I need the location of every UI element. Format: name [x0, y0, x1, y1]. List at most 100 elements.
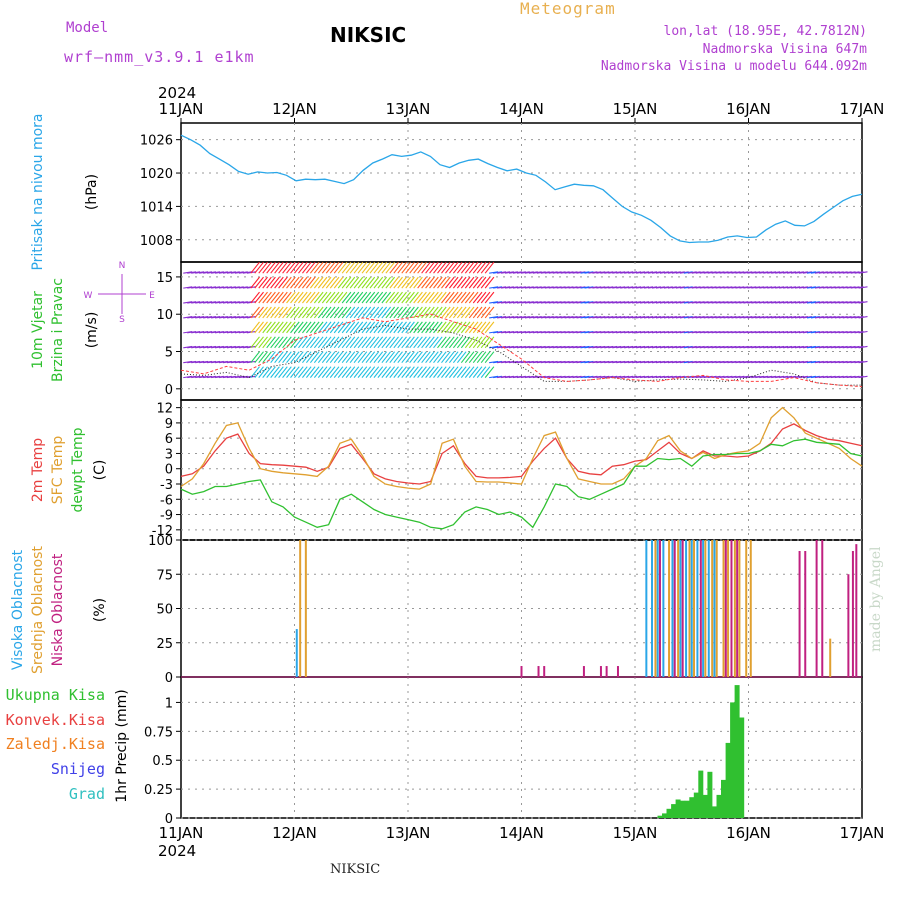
wind-barb — [397, 351, 407, 364]
wind-barb — [540, 330, 550, 334]
wind-barb — [385, 351, 396, 364]
date-label-bottom: 12JAN — [272, 824, 317, 842]
wind-barb — [437, 366, 447, 378]
wind-barb — [695, 330, 705, 334]
wind-barb — [329, 366, 340, 378]
wind-barb — [393, 261, 403, 274]
wind-barb — [536, 271, 546, 274]
wind-barb — [858, 316, 868, 319]
wind-barb — [600, 345, 610, 349]
wind-barb — [456, 321, 467, 334]
wind-barb — [580, 345, 590, 349]
wind-barb — [548, 271, 558, 274]
wind-barb — [806, 330, 816, 334]
wind-barb — [743, 375, 753, 379]
wind-barb — [270, 351, 280, 364]
wind-barb — [480, 366, 491, 378]
wind-barb — [616, 301, 626, 304]
wind-barb — [806, 375, 816, 379]
wind-barb — [365, 291, 376, 304]
wind-barb — [798, 375, 808, 379]
wind-barb — [810, 345, 820, 349]
wind-barb — [321, 306, 332, 319]
precip-bar — [680, 800, 686, 818]
wind-barb — [556, 330, 566, 334]
wind-barb — [298, 291, 308, 304]
wind-barb — [524, 375, 534, 379]
wind-barb — [290, 306, 300, 319]
wind-barb — [767, 271, 777, 274]
wind-barb — [448, 366, 459, 378]
wind-barb — [671, 330, 681, 334]
wind-barb — [616, 345, 626, 349]
wind-speed-line — [180, 324, 862, 386]
wind-barb — [703, 316, 713, 319]
wind-barb — [377, 321, 388, 334]
wind-barb — [822, 271, 832, 274]
wind-barb — [787, 316, 797, 319]
wind-barb — [302, 366, 312, 378]
wind-barb — [814, 301, 824, 304]
wind-barb — [195, 375, 205, 379]
wind-barb — [604, 330, 614, 334]
wind-barb — [767, 301, 777, 304]
wind-barb — [207, 286, 217, 289]
wind-barb — [472, 366, 483, 378]
wind-barb — [540, 360, 550, 364]
wind-barb — [568, 345, 578, 349]
wind-barb — [596, 286, 606, 289]
wind-barb — [286, 321, 296, 334]
wind-barb — [187, 286, 197, 289]
wind-barb — [783, 345, 793, 349]
wind-barb — [540, 286, 550, 289]
wind-barb — [794, 301, 804, 304]
wind-barb — [810, 271, 820, 274]
wind-barb — [755, 271, 765, 274]
wind-barb — [421, 351, 431, 364]
wind-barb — [210, 316, 221, 319]
wind-barb — [675, 375, 685, 379]
wind-barb — [191, 330, 201, 334]
wind-barb — [456, 291, 467, 304]
wind-barb — [294, 306, 304, 319]
wind-barb — [854, 301, 864, 304]
wind-barb — [747, 286, 757, 289]
year-label-bottom: 2024 — [158, 842, 196, 860]
wind-barb — [195, 316, 205, 319]
wind-barb — [349, 336, 360, 349]
wind-barb — [329, 351, 340, 364]
wind-barb — [552, 286, 562, 289]
wind-barb — [632, 360, 642, 364]
date-label-bottom: 13JAN — [386, 824, 431, 842]
wind-barb — [632, 301, 642, 304]
wind-barb — [429, 276, 439, 289]
wind-barb — [588, 375, 598, 379]
wind-barb — [592, 286, 602, 289]
wind-barb — [524, 271, 534, 274]
cloud-unit: (%) — [92, 598, 108, 622]
wind-barb — [207, 345, 217, 349]
date-label-bottom: 15JAN — [613, 824, 658, 842]
wind-barb — [468, 336, 479, 349]
y-tick-label: 1008 — [140, 234, 173, 249]
wind-barb — [183, 360, 193, 364]
wind-barb — [298, 351, 308, 364]
wind-barb — [552, 345, 562, 349]
wind-barb — [353, 336, 364, 349]
wind-barb — [576, 330, 586, 334]
wind-barb — [830, 330, 840, 334]
wind-barb — [628, 271, 638, 274]
wind-barb — [512, 301, 522, 304]
wind-barb — [207, 271, 217, 274]
wind-barb — [353, 276, 364, 289]
wind-barb — [655, 316, 665, 319]
wind-barb — [500, 345, 511, 349]
wind-barb — [628, 330, 638, 334]
wind-barb — [651, 316, 661, 319]
wind-barb — [218, 345, 228, 349]
wind-barb — [858, 375, 868, 379]
wind-barb — [596, 375, 606, 379]
wind-barb — [409, 261, 419, 274]
wind-barb — [727, 301, 737, 304]
wind-barb — [258, 276, 268, 289]
